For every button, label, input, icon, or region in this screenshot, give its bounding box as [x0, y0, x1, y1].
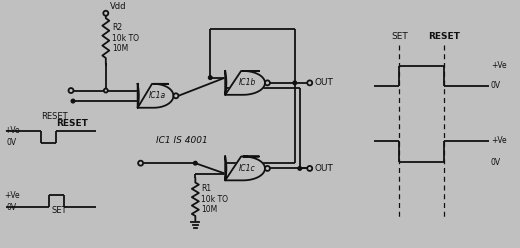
Circle shape — [104, 89, 108, 93]
Text: +Ve: +Ve — [491, 62, 506, 70]
Circle shape — [69, 88, 73, 93]
Circle shape — [307, 80, 312, 85]
Text: OUT: OUT — [315, 164, 334, 173]
Circle shape — [265, 80, 270, 85]
Text: 0V: 0V — [491, 81, 501, 90]
Text: RESET: RESET — [428, 32, 460, 41]
Text: 0V: 0V — [6, 203, 17, 212]
Circle shape — [71, 99, 75, 103]
Text: +Ve: +Ve — [4, 126, 20, 135]
Text: 0V: 0V — [6, 138, 17, 147]
Text: +Ve: +Ve — [491, 136, 506, 145]
Text: IC1a: IC1a — [149, 91, 166, 100]
Circle shape — [103, 11, 108, 16]
Circle shape — [293, 81, 296, 85]
Text: SET: SET — [51, 206, 67, 215]
Text: IC1b: IC1b — [238, 78, 256, 87]
Circle shape — [174, 93, 178, 98]
Polygon shape — [225, 71, 265, 95]
Text: IC1c: IC1c — [239, 164, 255, 173]
Text: R2
10k TO
10M: R2 10k TO 10M — [112, 23, 139, 53]
Text: RESET: RESET — [41, 112, 68, 121]
Text: 0V: 0V — [491, 158, 501, 167]
Text: IC1 IS 4001: IC1 IS 4001 — [155, 136, 207, 145]
Polygon shape — [138, 84, 174, 108]
Circle shape — [209, 76, 212, 79]
Polygon shape — [225, 156, 265, 180]
Text: RESET: RESET — [56, 119, 88, 128]
Text: Vdd: Vdd — [110, 2, 126, 11]
Text: OUT: OUT — [315, 78, 334, 87]
Text: +Ve: +Ve — [4, 191, 20, 200]
Text: R1
10k TO
10M: R1 10k TO 10M — [201, 184, 228, 214]
Circle shape — [298, 167, 302, 170]
Circle shape — [138, 161, 143, 166]
Circle shape — [265, 166, 270, 171]
Text: SET: SET — [391, 32, 408, 41]
Circle shape — [193, 161, 197, 165]
Circle shape — [307, 166, 312, 171]
